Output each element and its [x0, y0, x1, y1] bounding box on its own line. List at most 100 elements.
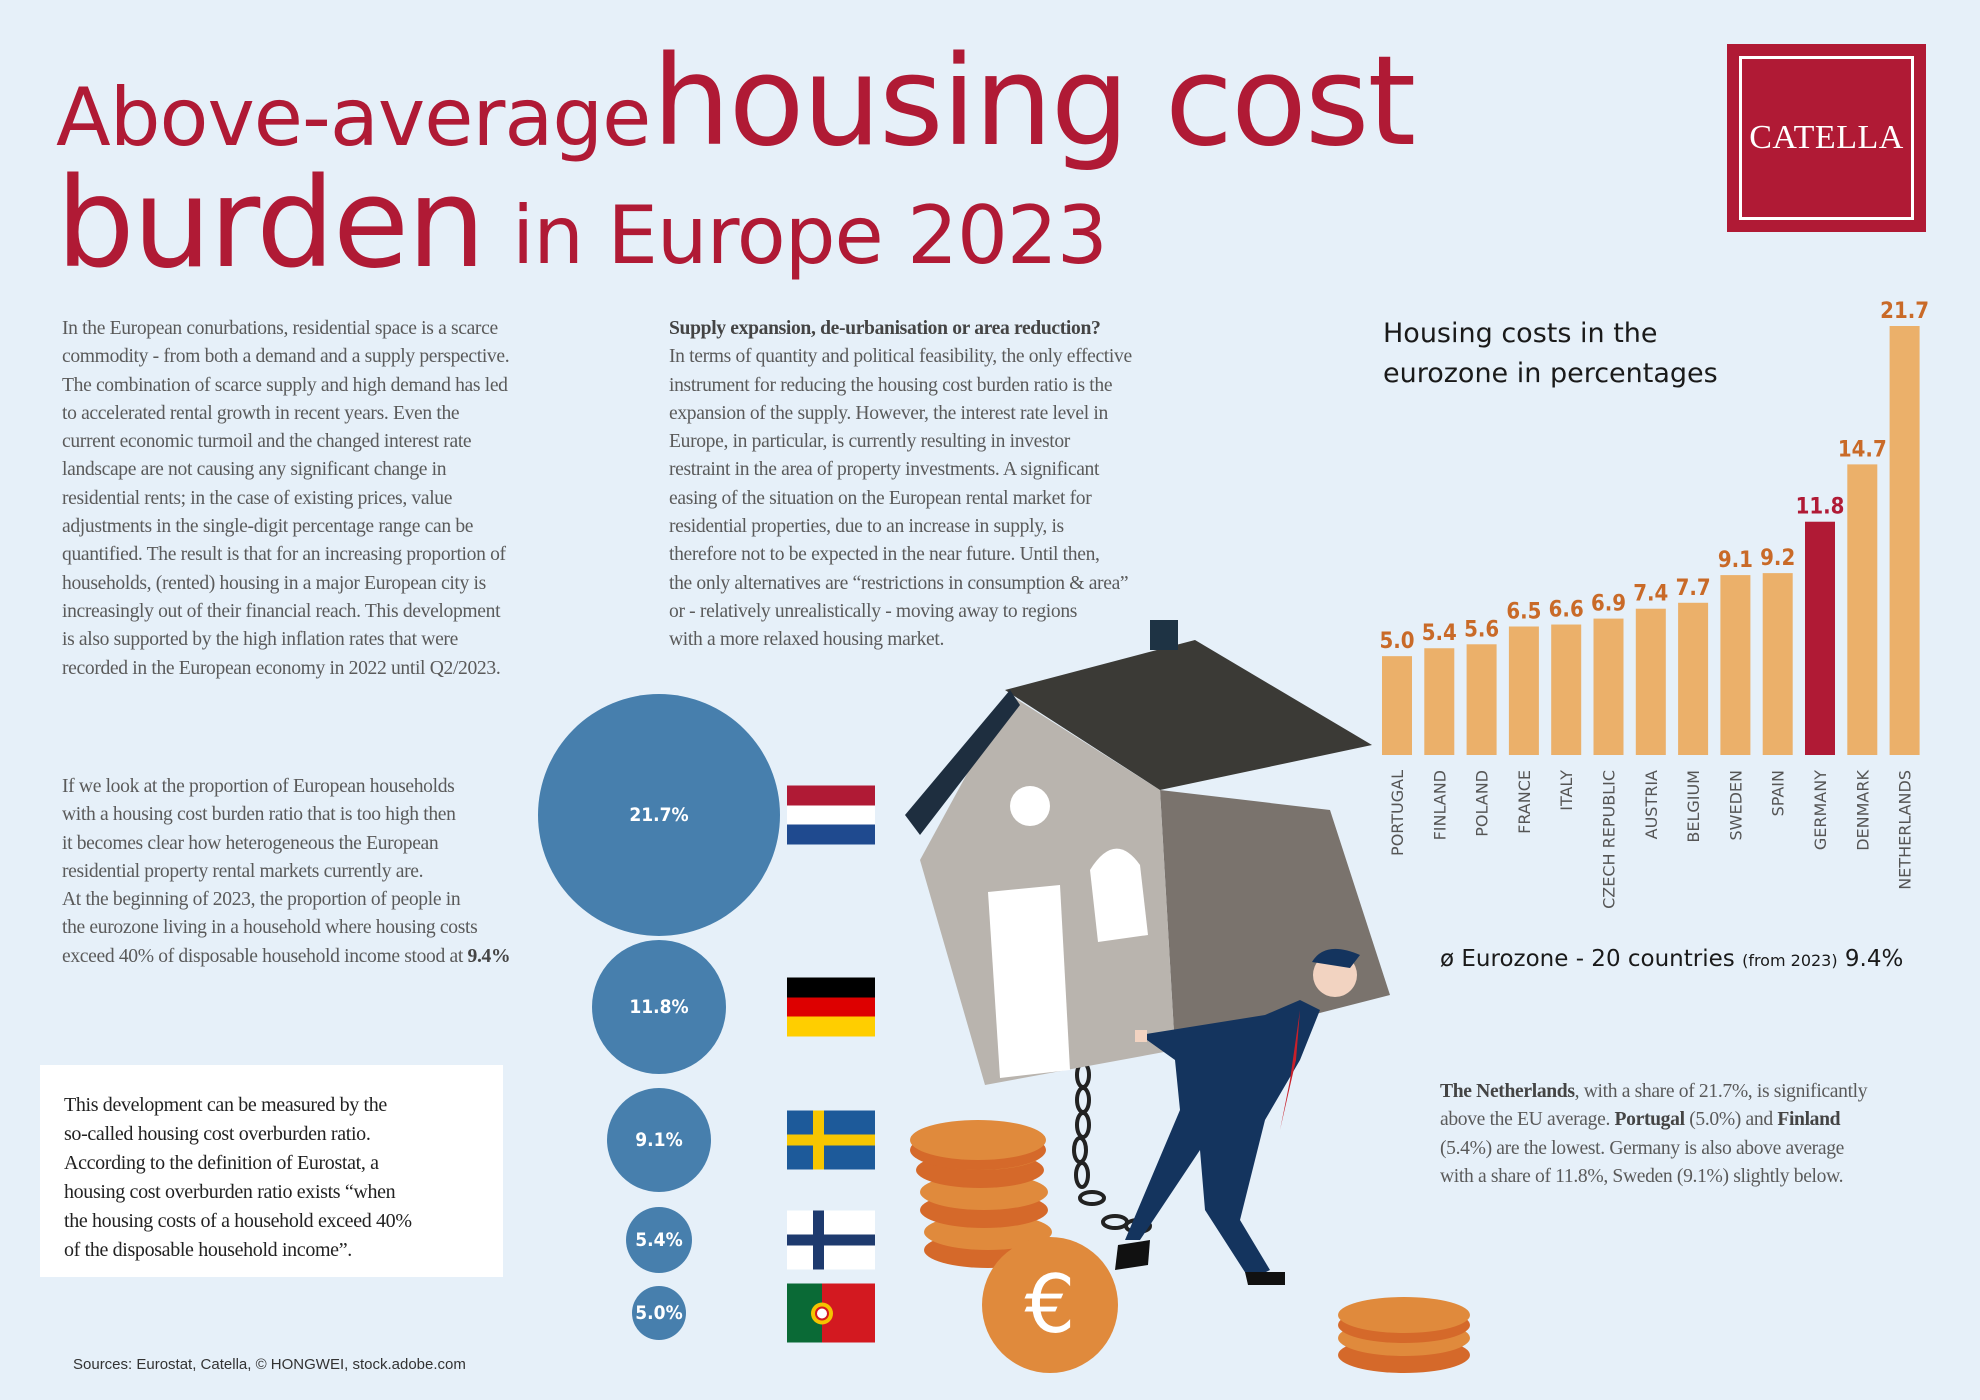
data-label: 6.9: [1591, 592, 1626, 617]
category-label: FRANCE: [1515, 770, 1534, 834]
text-line: easing of the situation on the European …: [669, 487, 1092, 509]
chart-title-line-1: Housing costs in the: [1383, 318, 1658, 349]
supply-paragraph: Supply expansion, de-urbanisation or are…: [669, 315, 1132, 655]
text-line: recorded in the European economy in 2022…: [62, 657, 501, 679]
data-label: 9.1: [1718, 548, 1753, 573]
text-line: The Netherlands, with a share of 21.7%, …: [1440, 1078, 1868, 1106]
bubble-label: 5.0%: [635, 1302, 683, 1324]
euro-coin-icon: €: [982, 1237, 1118, 1373]
text-line: with a housing cost burden ratio that is…: [62, 801, 510, 829]
text-line: therefore not to be expected in the near…: [669, 544, 1100, 566]
coin-stack-icon: [910, 1120, 1470, 1373]
bar-czech-republic: [1593, 618, 1624, 755]
chart-title-line-2: eurozone in percentages: [1383, 358, 1718, 389]
category-label: GERMANY: [1811, 770, 1830, 850]
text-line: is also supported by the high inflation …: [62, 629, 458, 651]
bar-finland: [1424, 648, 1455, 755]
bar-austria: [1635, 608, 1666, 755]
bubble-label: 21.7%: [629, 804, 689, 826]
data-label: 5.4: [1422, 621, 1457, 646]
bubble-germany: 11.8%: [592, 940, 726, 1074]
text-line: In the European conurbations, residentia…: [62, 318, 498, 339]
bold-text: The Netherlands: [1440, 1081, 1575, 1102]
text-segment: exceed 40% of disposable household incom…: [62, 945, 468, 967]
text-line: or - relatively unrealistically - moving…: [669, 600, 1078, 622]
bar-netherlands: [1889, 326, 1920, 755]
text-line: quantified. The result is that for an in…: [62, 544, 506, 566]
text-segment: residential property rental markets curr…: [62, 860, 424, 882]
title-part-1: Above-average: [56, 71, 651, 164]
text-line: restraint in the area of property invest…: [669, 459, 1100, 481]
eurozone-average: ø Eurozone - 20 countries (from 2023) 9.…: [1440, 946, 1903, 972]
eurozone-value: 9.4%: [1844, 946, 1904, 972]
definition-box: This development can be measured by the s…: [40, 1065, 503, 1277]
text-line: The combination of scarce supply and hig…: [62, 374, 508, 396]
text-line: If we look at the proportion of European…: [62, 773, 510, 801]
text-line: current economic turmoil and the changed…: [62, 431, 472, 453]
data-label: 9.2: [1760, 546, 1795, 571]
text-line: instrument for reducing the housing cost…: [669, 374, 1113, 396]
category-label: FINLAND: [1430, 770, 1449, 840]
house-icon: [905, 620, 1390, 1085]
bubble-label: 11.8%: [629, 996, 689, 1018]
text-line: to accelerated rental growth in recent y…: [62, 402, 460, 424]
text-segment: above the EU average.: [1440, 1109, 1615, 1131]
euro-symbol: €: [1025, 1258, 1076, 1351]
category-label: DENMARK: [1853, 770, 1872, 851]
bubble-finland: 5.4%: [626, 1207, 692, 1273]
text-segment: the eurozone living in a household where…: [62, 917, 478, 939]
text-line: it becomes clear how heterogeneous the E…: [62, 830, 510, 858]
bar-spain: [1762, 573, 1793, 755]
category-label: SWEDEN: [1726, 770, 1745, 840]
text-line: At the beginning of 2023, the proportion…: [62, 886, 510, 914]
summary-paragraph: The Netherlands, with a share of 21.7%, …: [1440, 1078, 1868, 1191]
text-segment: (5.0%) and: [1684, 1109, 1778, 1131]
text-line: According to the definition of Eurostat,…: [64, 1152, 379, 1174]
text-line: Europe, in particular, is currently resu…: [669, 431, 1070, 453]
text-line: of the disposable household income”.: [64, 1239, 352, 1261]
data-label: 11.8: [1796, 495, 1845, 520]
text-line: residential rents; in the case of existi…: [62, 487, 453, 509]
proportion-paragraph: If we look at the proportion of European…: [62, 773, 511, 971]
text-segment: (5.4%) are the lowest. Germany is also a…: [1440, 1137, 1844, 1159]
finland-flag-icon: [787, 1210, 875, 1270]
bar-denmark: [1847, 464, 1878, 755]
text-line: landscape are not causing any significan…: [62, 459, 447, 481]
category-label: NETHERLANDS: [1896, 770, 1915, 890]
businessman-icon: [1115, 948, 1360, 1285]
category-label: SPAIN: [1769, 770, 1788, 816]
text-line: households, (rented) housing in a major …: [62, 572, 486, 594]
data-label: 5.6: [1464, 617, 1499, 642]
supply-heading: Supply expansion, de-urbanisation or are…: [669, 318, 1101, 339]
bar-italy: [1551, 624, 1582, 755]
text-segment: it becomes clear how heterogeneous the E…: [62, 832, 439, 854]
title-part-2: housing cost: [652, 30, 1416, 174]
text-line: the only alternatives are “restrictions …: [669, 572, 1129, 594]
eurozone-note: (from 2023): [1742, 951, 1838, 970]
text-line: exceed 40% of disposable household incom…: [62, 943, 511, 971]
text-line: with a more relaxed housing market.: [669, 629, 945, 651]
housing-cost-bar-chart: 5.0 PORTUGAL 5.4 FINLAND 5.6 POLAND 6.5 FRANCE 6…: [1379, 299, 1929, 909]
title-part-4: in Europe 2023: [512, 189, 1108, 282]
data-label: 7.4: [1633, 582, 1668, 607]
text-segment: If we look at the proportion of European…: [62, 776, 455, 797]
text-line: (5.4%) are the lowest. Germany is also a…: [1440, 1135, 1867, 1163]
catella-logo: CATELLA: [1727, 44, 1926, 232]
bar-germany: [1805, 521, 1835, 755]
bold-text: Finland: [1777, 1109, 1841, 1131]
category-label: POLAND: [1473, 770, 1492, 837]
bar-poland: [1466, 644, 1497, 755]
text-segment: with a share of 11.8%, Sweden (9.1%) sli…: [1440, 1165, 1844, 1187]
bubble-portugal: 5.0%: [632, 1286, 686, 1340]
text-line: so-called housing cost overburden ratio.: [64, 1123, 371, 1145]
intro-paragraph: In the European conurbations, residentia…: [62, 315, 510, 683]
bar-portugal: [1382, 656, 1412, 755]
text-segment: with a housing cost burden ratio that is…: [62, 804, 456, 826]
definition-text: This development can be measured by the s…: [64, 1091, 412, 1265]
bubble-label: 9.1%: [635, 1129, 683, 1151]
text-segment: At the beginning of 2023, the proportion…: [62, 889, 461, 911]
chain-icon: [1072, 1061, 1152, 1234]
category-label: BELGIUM: [1684, 770, 1703, 843]
data-label: 6.5: [1506, 599, 1541, 624]
